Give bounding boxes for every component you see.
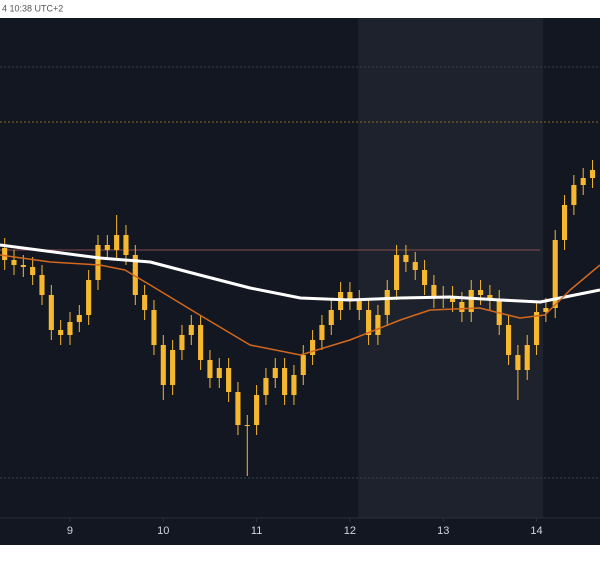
candle-body: [375, 315, 381, 335]
timestamp: 4 10:38 UTC+2: [2, 3, 63, 13]
candle-body: [515, 355, 521, 370]
candle-body: [20, 265, 26, 267]
candle-body: [394, 255, 400, 290]
candle-body: [104, 245, 110, 250]
candle-body: [543, 308, 549, 312]
x-tick-label: 13: [437, 525, 449, 537]
candle-body: [356, 300, 362, 310]
candle-body: [188, 325, 194, 335]
candle-body: [524, 345, 530, 370]
background-layer: 9 10 11 12 13 14: [0, 18, 600, 537]
x-tick-label: 12: [344, 525, 356, 537]
candle-body: [207, 360, 213, 378]
candle-body: [226, 368, 232, 392]
candle-body: [580, 178, 586, 185]
candle-body: [300, 355, 306, 375]
candle-body: [67, 322, 73, 335]
candle-body: [160, 345, 166, 385]
candle-body: [132, 255, 138, 295]
candle-body: [216, 368, 222, 378]
candle-body: [291, 375, 297, 395]
candle-body: [366, 310, 372, 335]
moving-average: [0, 243, 600, 304]
candle-body: [505, 325, 512, 355]
candle-body: [347, 292, 353, 300]
candle-body: [328, 310, 334, 325]
x-tick-label: 14: [530, 525, 542, 537]
candle-body: [86, 280, 92, 315]
session-shade: [358, 18, 544, 518]
candle-body: [477, 290, 484, 295]
candle-body: [533, 312, 540, 345]
candle-body: [170, 350, 176, 385]
x-tick-label: 11: [251, 525, 262, 537]
candle-body: [561, 205, 568, 240]
candle-body: [282, 368, 288, 395]
candle-body: [422, 270, 428, 285]
candle-body: [254, 395, 260, 425]
plot-layer: [0, 160, 600, 476]
candle-body: [244, 425, 250, 426]
candle-body: [123, 235, 129, 255]
candle-body: [151, 310, 157, 345]
candle-body: [30, 267, 36, 275]
candle-body: [431, 285, 437, 298]
candle-body: [589, 170, 596, 178]
candle-body: [95, 245, 101, 280]
candle-body: [11, 260, 17, 265]
candle-body: [142, 295, 148, 310]
candle-body: [48, 295, 54, 330]
candle-body: [179, 335, 185, 350]
candle-body: [552, 240, 558, 308]
candle-body: [58, 330, 64, 335]
candle-body: [39, 275, 45, 295]
candle-body: [450, 296, 456, 302]
candle-body: [384, 290, 390, 315]
candle-body: [571, 185, 577, 205]
candle-body: [319, 325, 325, 340]
candle-body: [114, 235, 120, 250]
candle-body: [272, 368, 278, 378]
x-tick-label: 10: [157, 525, 169, 537]
candle-body: [235, 392, 241, 425]
x-tick-label: 9: [67, 525, 73, 537]
candle-body: [310, 340, 316, 355]
candle-body: [403, 255, 409, 262]
candle-body: [263, 378, 269, 395]
candle-body: [487, 295, 493, 300]
candle-body: [468, 290, 474, 312]
candle-body: [412, 262, 418, 270]
candle-body: [76, 315, 82, 322]
candle-body: [2, 248, 8, 260]
candle-body: [198, 325, 204, 360]
header-strip: [0, 0, 600, 18]
candle-body: [459, 302, 465, 312]
moving-average: [0, 254, 600, 356]
